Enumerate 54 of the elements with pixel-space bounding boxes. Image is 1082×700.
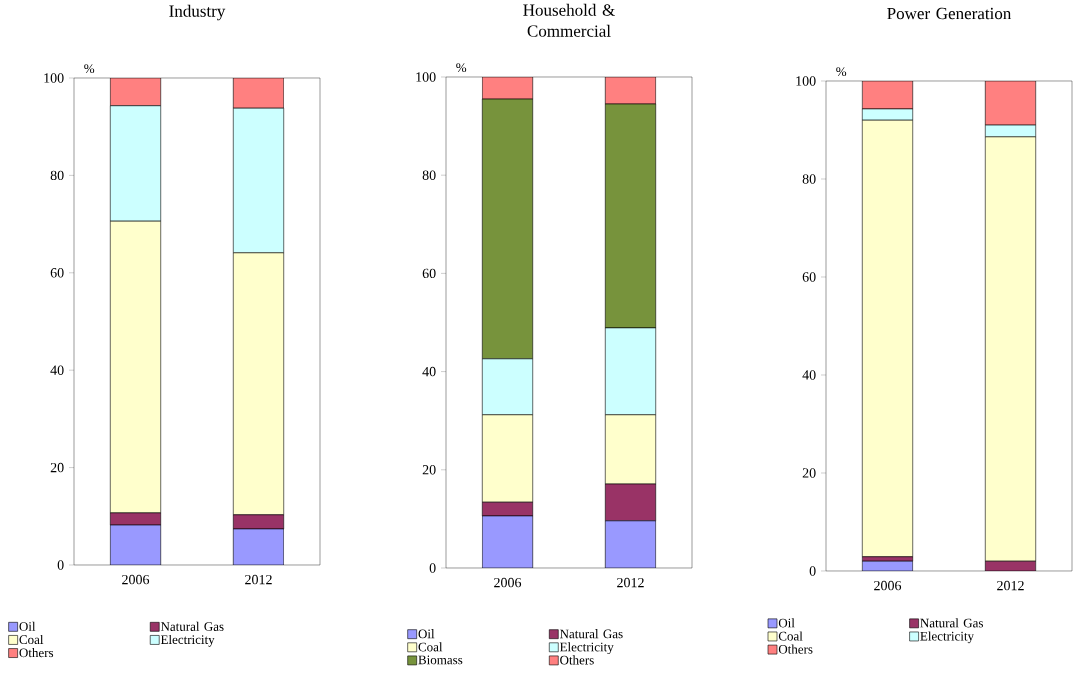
legend-label: Natural Gas <box>559 629 623 639</box>
legend-label: Coal <box>418 642 443 652</box>
x-tick-label: 2012 <box>997 580 1024 591</box>
y-axis-title: % <box>84 64 95 74</box>
y-tick-label: 100 <box>416 72 436 82</box>
legend-label: Electricity <box>160 634 215 647</box>
legend-label: Oil <box>778 618 795 628</box>
bar <box>984 80 1037 126</box>
chart-title: Industry <box>169 4 226 21</box>
legend-label: Natural Gas <box>920 618 983 628</box>
bar <box>232 528 285 565</box>
y-tick-label: 40 <box>802 370 816 380</box>
y-tick-label: 80 <box>802 174 816 184</box>
y-tick-label: 60 <box>802 272 816 282</box>
bar <box>109 77 162 107</box>
bar <box>604 520 657 568</box>
y-tick-label: 60 <box>422 268 436 279</box>
legend-label: Biomass <box>418 655 463 665</box>
legend-label: Others <box>19 648 54 658</box>
chart-title: Household & Commercial <box>523 3 615 37</box>
x-tick-label: 2012 <box>245 574 272 585</box>
legend-label: Coal <box>19 634 44 645</box>
legend-label: Oil <box>19 621 36 631</box>
y-tick-label: 0 <box>809 566 816 576</box>
x-tick-label: 2012 <box>617 577 644 588</box>
legend-label: Natural Gas <box>160 621 224 631</box>
y-axis-title: % <box>836 67 847 77</box>
y-tick-label: 60 <box>50 268 64 278</box>
x-tick-label: 2006 <box>874 580 902 591</box>
y-axis-title: % <box>456 63 467 73</box>
legend-label: Others <box>778 644 813 654</box>
y-tick-label: 100 <box>796 76 816 86</box>
legend-label: Electricity <box>559 642 614 655</box>
y-tick-label: 80 <box>50 170 64 181</box>
x-tick-label: 2006 <box>122 574 150 585</box>
legend-label: Electricity <box>920 631 975 644</box>
chart-title: Power Generation <box>887 7 1012 20</box>
legend-label: Others <box>560 655 594 665</box>
bar <box>481 515 534 568</box>
legend-label: Coal <box>778 631 803 641</box>
y-tick-label: 100 <box>44 73 64 83</box>
y-tick-label: 0 <box>429 563 436 573</box>
bar <box>861 80 914 110</box>
y-tick-label: 20 <box>50 462 64 473</box>
y-tick-label: 40 <box>422 366 436 377</box>
y-tick-label: 0 <box>57 560 64 570</box>
y-tick-label: 20 <box>422 465 436 475</box>
bar <box>109 524 162 565</box>
y-tick-label: 80 <box>422 170 436 180</box>
legend-label: Oil <box>418 629 435 639</box>
y-tick-label: 40 <box>50 365 64 375</box>
bar <box>232 77 285 109</box>
x-tick-label: 2006 <box>494 577 522 588</box>
y-tick-label: 20 <box>802 468 816 478</box>
